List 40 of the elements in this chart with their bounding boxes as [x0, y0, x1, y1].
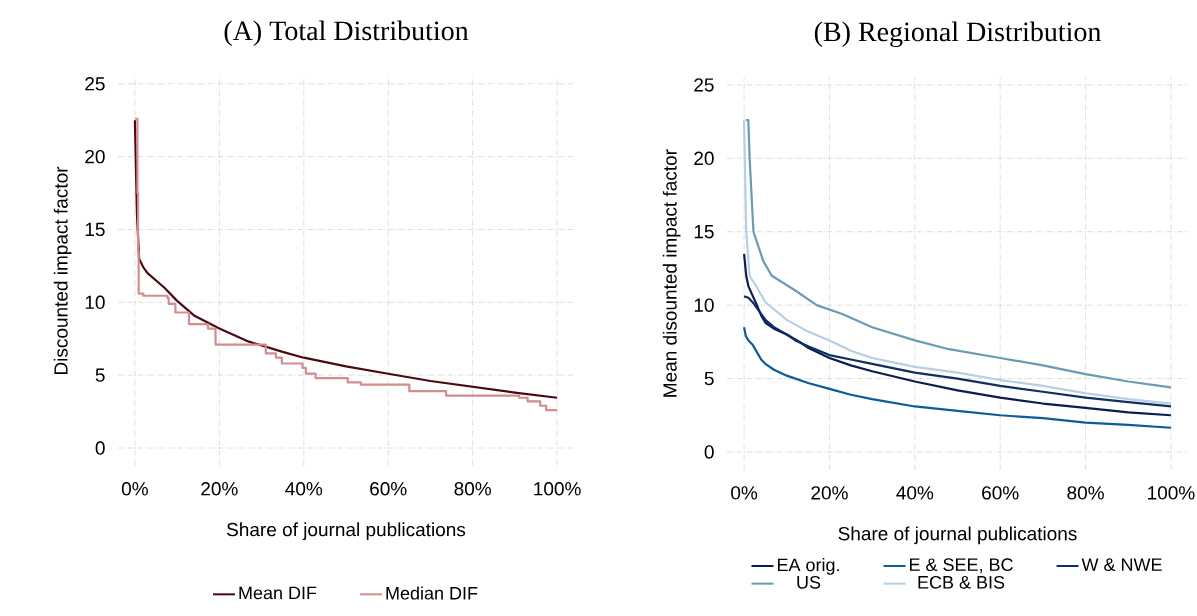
x-tick-label: 60% [982, 486, 1019, 500]
y-tick-label: 10 [85, 295, 105, 310]
line-series [742, 295, 1173, 408]
legend-label: Mean DIF [239, 586, 317, 600]
x-tick-label: 0% [731, 486, 758, 500]
y-tick-label: 5 [95, 368, 105, 382]
y-tick-label: 15 [85, 222, 105, 237]
chart-title: (B) Regional Distribution [814, 21, 1101, 48]
y-axis-title: Mean disounted impact factor [662, 149, 681, 397]
y-tick-label: 0 [704, 445, 714, 459]
chart-title: (A) Total Distribution [224, 20, 469, 46]
legend-label: ECB & BIS [918, 575, 1005, 589]
line-series [742, 326, 1173, 429]
x-tick-label: 20% [811, 486, 848, 500]
y-tick-label: 15 [694, 225, 714, 239]
x-tick-label: 100% [1148, 486, 1195, 500]
x-tick-label: 20% [201, 482, 238, 496]
x-axis-title: Share of journal publications [226, 522, 466, 541]
y-tick-label: 25 [694, 78, 714, 92]
x-tick-label: 60% [370, 482, 407, 496]
y-tick-label: 20 [694, 151, 714, 166]
x-tick-label: 40% [896, 486, 934, 500]
legend-label: W & NWE [1081, 558, 1162, 571]
x-tick-label: 0% [121, 482, 148, 496]
y-tick-label: 5 [704, 371, 714, 386]
x-axis-title: Share of journal publications [838, 526, 1077, 545]
x-tick-label: 40% [285, 482, 323, 496]
x-tick-label: 100% [534, 482, 581, 496]
line-series [742, 252, 1173, 417]
y-tick-label: 25 [85, 77, 105, 91]
y-tick-label: 20 [85, 149, 105, 164]
y-tick-label: 0 [95, 441, 105, 455]
legend-label: EA orig. [777, 558, 839, 575]
y-axis-title: Discounted impact factor [53, 166, 72, 374]
legend-label: US [797, 575, 821, 589]
y-tick-label: 10 [694, 298, 714, 312]
x-tick-label: 80% [454, 482, 491, 496]
legend-label: E & SEE, BC [909, 558, 1013, 574]
legend-label: Median DIF [386, 586, 478, 600]
x-tick-label: 80% [1067, 486, 1104, 500]
